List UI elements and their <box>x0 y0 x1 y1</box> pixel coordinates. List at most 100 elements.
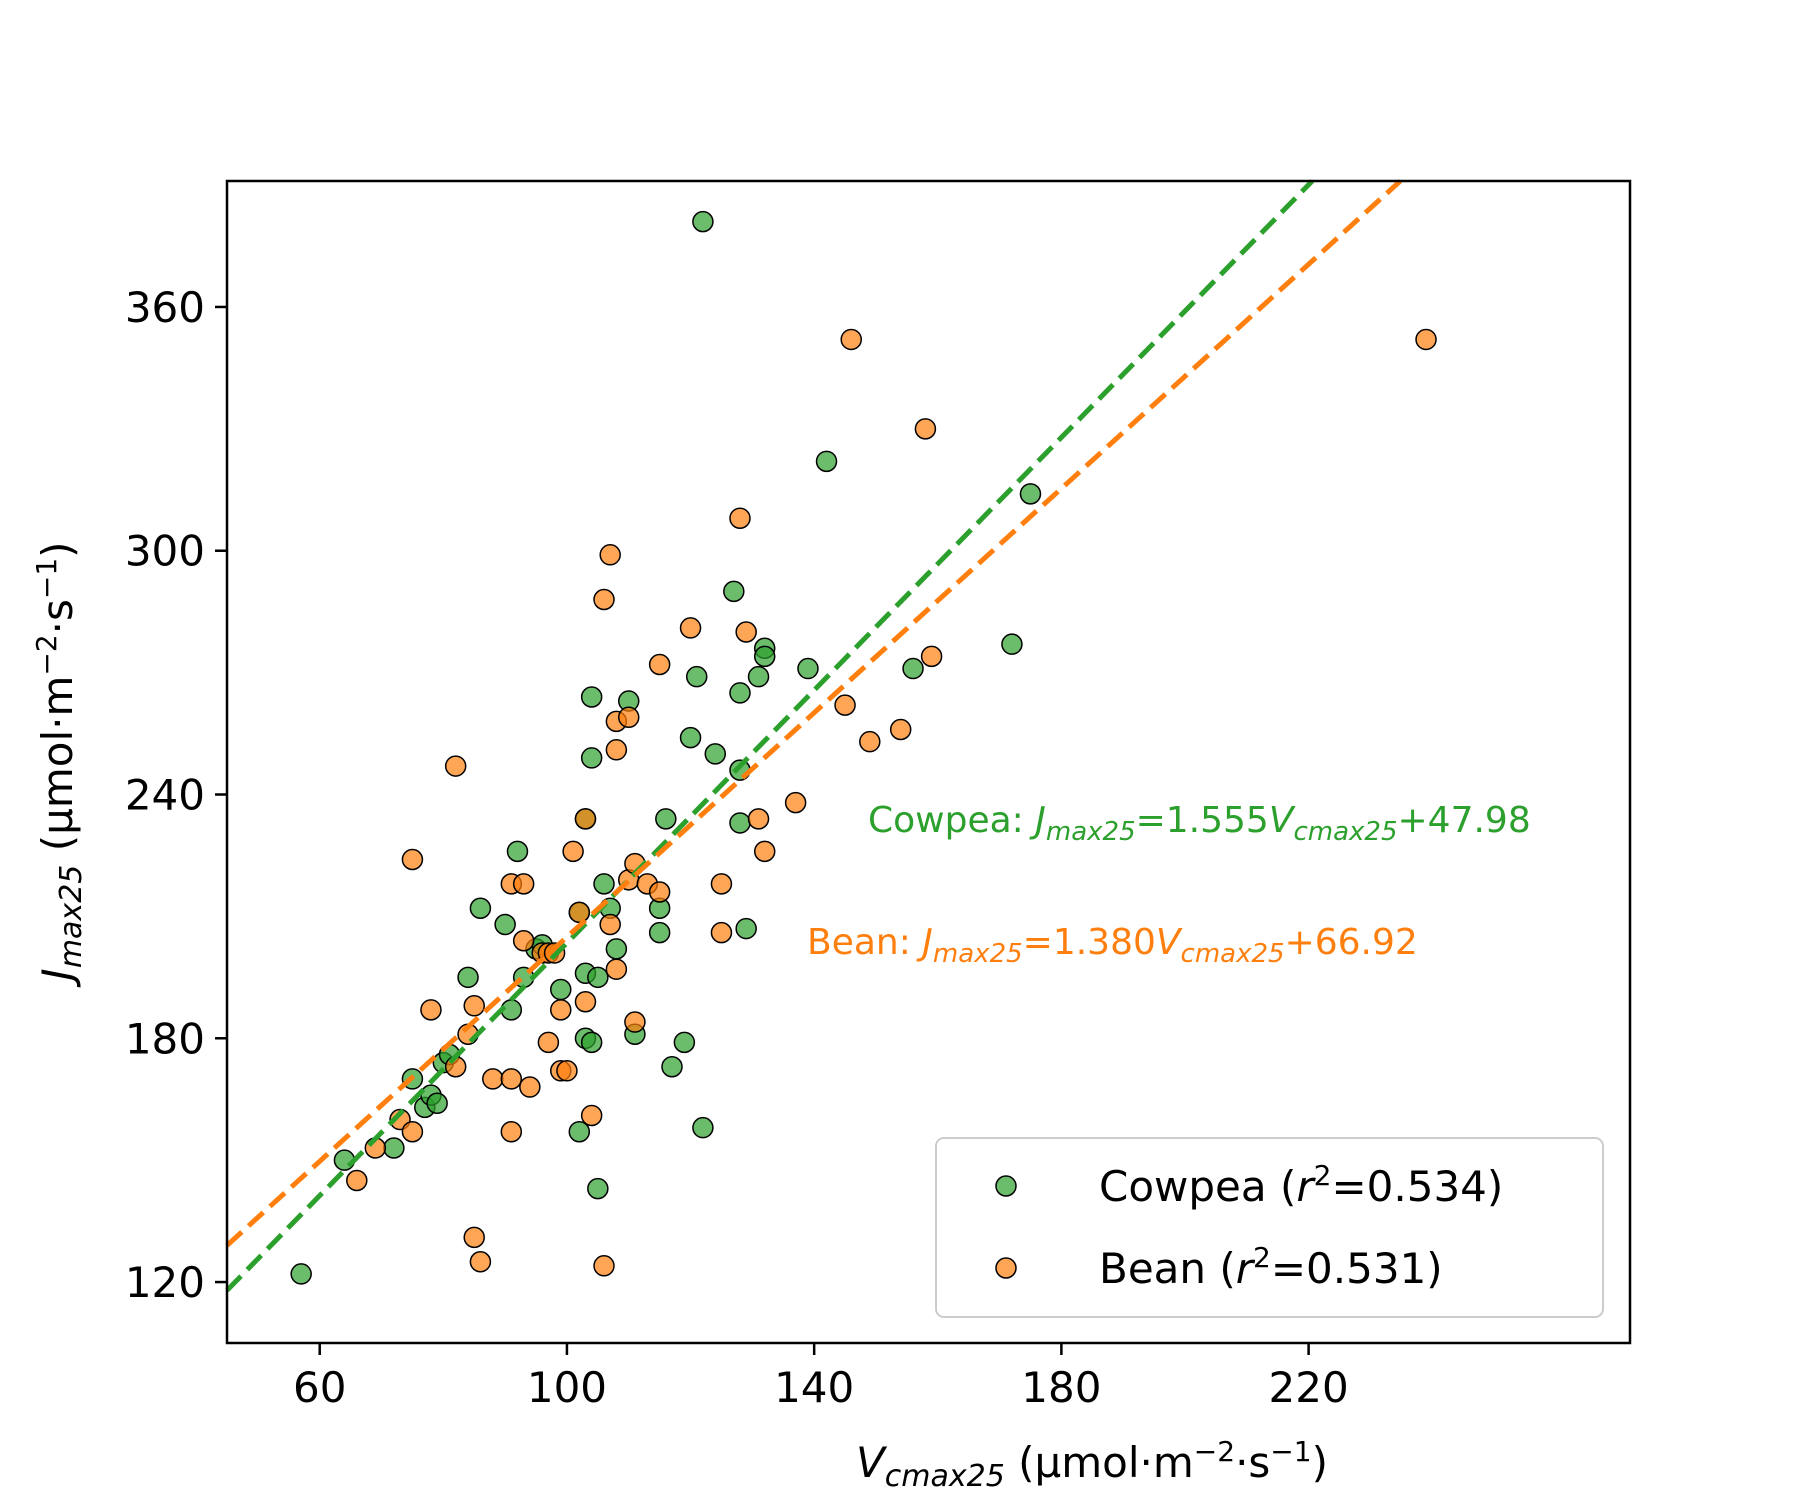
point-bean-50 <box>747 808 770 830</box>
point-cowpea-41 <box>692 210 714 233</box>
fit-line-bean <box>225 179 1403 1248</box>
fit-line-cowpea <box>225 179 1315 1293</box>
point-bean-5 <box>420 999 442 1021</box>
point-bean-53 <box>834 694 856 716</box>
point-cowpea-19 <box>568 1120 591 1143</box>
point-bean-35 <box>605 958 628 980</box>
point-bean-56 <box>889 718 912 741</box>
point-cowpea-17 <box>550 978 572 1001</box>
point-cowpea-0 <box>290 1263 312 1285</box>
point-cowpea-48 <box>747 665 770 688</box>
point-bean-12 <box>482 1068 504 1090</box>
point-bean-11 <box>469 1250 492 1273</box>
point-cowpea-24 <box>580 747 603 769</box>
point-cowpea-45 <box>729 812 751 834</box>
y-axis-title: Jmax25 (μmol·m−2·s−1) <box>30 541 89 987</box>
point-cowpea-40 <box>692 1116 714 1139</box>
y-tick-label-240: 240 <box>125 771 205 820</box>
point-bean-39 <box>617 706 640 729</box>
point-bean-34 <box>599 913 621 936</box>
data-points <box>290 210 1437 1285</box>
point-bean-29 <box>574 990 597 1013</box>
legend-label-bean: Bean (r2=0.531) <box>1099 1241 1443 1293</box>
y-tick-label-120: 120 <box>125 1258 205 1307</box>
point-cowpea-9 <box>457 966 479 989</box>
legend: Cowpea (r2=0.534) Bean (r2=0.531) <box>935 1137 1604 1318</box>
point-cowpea-13 <box>506 840 529 863</box>
point-bean-44 <box>648 653 671 676</box>
point-cowpea-25 <box>580 686 603 708</box>
point-cowpea-28 <box>593 873 615 895</box>
point-cowpea-47 <box>735 917 757 940</box>
point-bean-10 <box>463 995 485 1017</box>
point-cowpea-50 <box>753 645 776 668</box>
point-bean-55 <box>859 730 881 753</box>
point-cowpea-39 <box>685 665 708 688</box>
point-bean-17 <box>512 873 535 895</box>
point-bean-24 <box>550 999 572 1021</box>
x-tick-label-220: 220 <box>1269 1363 1349 1412</box>
point-cowpea-52 <box>815 450 838 473</box>
regression-lines <box>225 179 1403 1293</box>
point-bean-30 <box>580 1104 603 1127</box>
point-bean-25 <box>556 1060 578 1082</box>
legend-marker-cowpea <box>995 1175 1017 1197</box>
point-bean-21 <box>537 1031 560 1054</box>
point-cowpea-55 <box>1019 483 1042 505</box>
point-bean-48 <box>729 507 751 529</box>
plot-frame <box>225 179 1632 1345</box>
point-bean-54 <box>840 328 862 351</box>
point-cowpea-6 <box>426 1092 448 1115</box>
point-bean-3 <box>401 1120 424 1143</box>
point-bean-9 <box>463 1226 485 1249</box>
point-cowpea-23 <box>580 1031 603 1054</box>
bean-equation: Bean: Jmax25=1.380Vcmax25+66.92 <box>807 922 1418 969</box>
point-bean-0 <box>346 1169 368 1192</box>
point-bean-59 <box>1415 328 1437 351</box>
point-cowpea-37 <box>673 1031 696 1054</box>
point-cowpea-11 <box>494 913 516 936</box>
point-cowpea-43 <box>723 580 745 603</box>
point-bean-13 <box>500 1068 523 1090</box>
legend-box <box>935 1137 1604 1318</box>
point-cowpea-44 <box>729 682 751 704</box>
point-bean-31 <box>593 1255 615 1277</box>
point-cowpea-53 <box>902 657 924 680</box>
point-cowpea-42 <box>704 743 727 765</box>
point-bean-57 <box>914 418 937 440</box>
point-cowpea-51 <box>797 657 819 680</box>
point-cowpea-36 <box>661 1055 683 1078</box>
point-cowpea-33 <box>648 921 671 944</box>
x-tick-label-140: 140 <box>774 1363 854 1412</box>
point-bean-43 <box>648 881 671 903</box>
x-tick-label-60: 60 <box>293 1363 346 1412</box>
x-tick-label-100: 100 <box>527 1363 607 1412</box>
point-cowpea-35 <box>655 808 677 830</box>
cowpea-equation: Cowpea: Jmax25=1.555Vcmax25+47.98 <box>868 800 1531 847</box>
point-bean-26 <box>562 840 584 863</box>
y-tick-label-180: 180 <box>125 1014 205 1063</box>
point-bean-49 <box>735 621 757 643</box>
y-tick-label-300: 300 <box>125 527 205 576</box>
point-bean-58 <box>920 645 943 668</box>
point-bean-40 <box>624 1011 646 1033</box>
point-bean-4 <box>401 848 424 871</box>
point-bean-32 <box>593 588 615 611</box>
point-cowpea-27 <box>587 966 609 989</box>
point-bean-14 <box>500 1120 523 1143</box>
point-bean-28 <box>574 808 597 830</box>
point-bean-52 <box>784 791 807 814</box>
legend-marker-bean <box>995 1257 1017 1279</box>
point-cowpea-38 <box>679 726 702 749</box>
point-cowpea-30 <box>605 938 628 960</box>
point-bean-7 <box>444 755 467 777</box>
legend-label-cowpea: Cowpea (r2=0.534) <box>1099 1159 1503 1211</box>
point-bean-33 <box>599 544 621 566</box>
axis-ticks: 60 100 140 180 220 120 180 240 300 360 <box>125 283 1349 1412</box>
point-bean-51 <box>753 840 776 863</box>
x-tick-label-180: 180 <box>1021 1363 1101 1412</box>
x-axis-title: Vcmax25 (μmol·m−2·s−1) <box>856 1435 1328 1494</box>
point-bean-47 <box>710 873 733 895</box>
point-cowpea-26 <box>587 1177 609 1200</box>
